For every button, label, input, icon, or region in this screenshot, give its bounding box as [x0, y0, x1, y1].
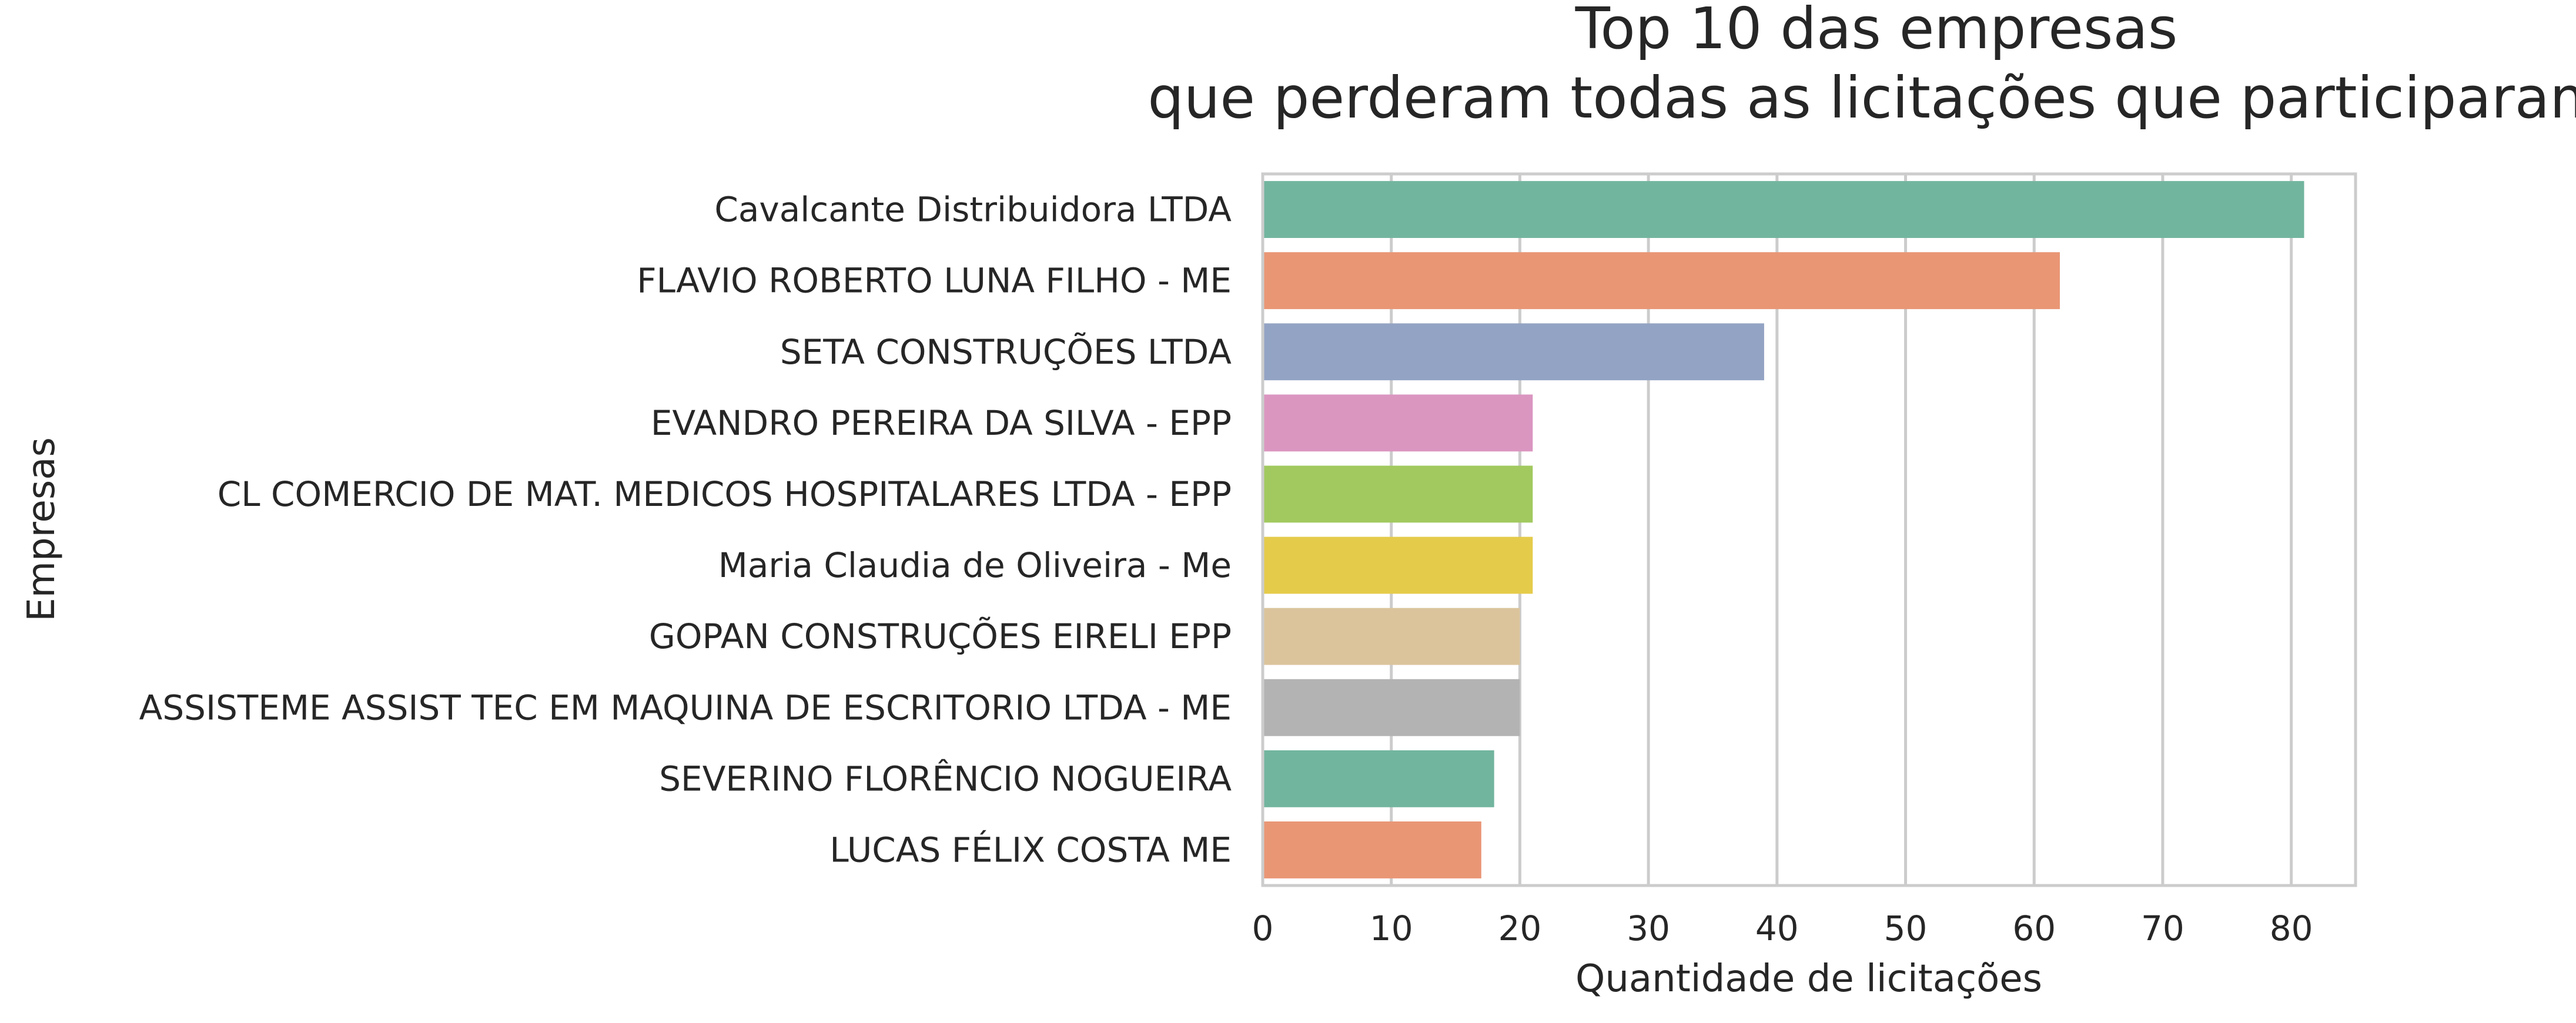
bar [1263, 536, 1533, 594]
bars [1263, 181, 2304, 878]
x-tick-label: 50 [1884, 908, 1928, 948]
category-label: ASSISTEME ASSIST TEC EM MAQUINA DE ESCRI… [139, 687, 1232, 727]
chart-title: Top 10 das empresas que perderam todas as… [1148, 0, 2576, 131]
category-label: EVANDRO PEREIRA DA SILVA - EPP [651, 403, 1232, 443]
plot-frame [1261, 172, 2357, 887]
category-labels: Cavalcante Distribuidora LTDA FLAVIO ROBE… [139, 190, 1232, 870]
bar [1263, 679, 1520, 736]
bar [1263, 252, 2060, 310]
x-tick-label: 10 [1370, 908, 1413, 948]
category-label: SETA CONSTRUÇÕES LTDA [780, 332, 1232, 372]
bar [1263, 323, 1764, 381]
x-tick-label: 80 [2270, 908, 2313, 948]
category-label: SEVERINO FLORÊNCIO NOGUEIRA [659, 758, 1232, 799]
x-tick-label: 70 [2141, 908, 2184, 948]
y-axis-label: Empresas [20, 437, 63, 622]
x-tick-label: 0 [1252, 908, 1274, 948]
x-axis-label: Quantidade de licitações [1575, 957, 2042, 1001]
category-label: FLAVIO ROBERTO LUNA FILHO - ME [637, 261, 1232, 301]
chart-title-line: Top 10 das empresas [1575, 0, 2178, 62]
x-tick-label: 60 [2012, 908, 2056, 948]
x-tick-labels: 0 10 20 30 40 50 60 70 80 [1252, 908, 2313, 948]
category-label: Cavalcante Distribuidora LTDA [714, 190, 1232, 230]
bar [1263, 750, 1494, 807]
x-tick-label: 20 [1498, 908, 1542, 948]
bar [1263, 608, 1520, 665]
category-label: CL COMERCIO DE MAT. MEDICOS HOSPITALARES… [218, 474, 1232, 514]
chart-title-line: que perderam todas as licitações que par… [1148, 65, 2576, 131]
x-tick-label: 30 [1627, 908, 1670, 948]
category-label: LUCAS FÉLIX COSTA ME [829, 829, 1232, 870]
x-tick-label: 40 [1755, 908, 1799, 948]
bar [1263, 465, 1533, 523]
category-label: GOPAN CONSTRUÇÕES EIRELI EPP [649, 616, 1232, 656]
bar [1263, 394, 1533, 452]
bar [1263, 181, 2304, 238]
category-label: Maria Claudia de Oliveira - Me [718, 545, 1232, 585]
bar [1263, 821, 1481, 878]
